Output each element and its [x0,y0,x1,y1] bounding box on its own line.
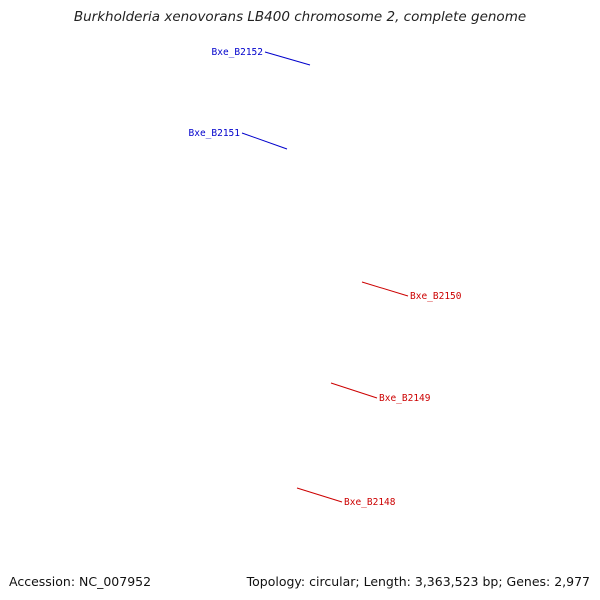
accession-text: Accession: NC_007952 [7,574,154,589]
gene-label-connector [264,51,311,66]
gene-label-connector [241,132,288,150]
gene-label-connector [361,281,409,297]
gene-label: Bxe_B2148 [344,497,396,508]
topology-text: Topology: circular; Length: 3,363,523 bp… [244,574,592,589]
gene-label-connector [330,382,378,399]
map-title: Burkholderia xenovorans LB400 chromosome… [73,9,527,25]
gene-label-connector [296,487,343,503]
gene-label: Bxe_B2150 [410,291,462,302]
gene-label: Bxe_B2152 [212,47,263,58]
gene-label: Bxe_B2151 [189,128,241,139]
gene-label: Bxe_B2149 [379,393,431,404]
